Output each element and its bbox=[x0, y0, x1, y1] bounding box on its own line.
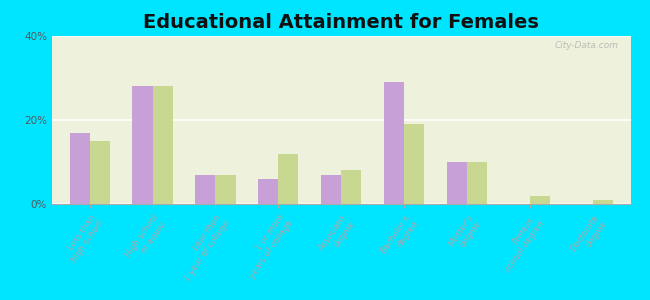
Bar bbox=[278, 154, 298, 204]
Text: City-Data.com: City-Data.com bbox=[555, 41, 619, 50]
Bar bbox=[341, 170, 361, 204]
Bar bbox=[216, 175, 235, 204]
Bar bbox=[196, 175, 216, 204]
Bar bbox=[384, 82, 404, 204]
Bar bbox=[133, 86, 153, 204]
Bar bbox=[153, 86, 173, 204]
Bar bbox=[593, 200, 613, 204]
Bar bbox=[321, 175, 341, 204]
Bar bbox=[70, 133, 90, 204]
Title: Educational Attainment for Females: Educational Attainment for Females bbox=[143, 13, 540, 32]
Bar bbox=[258, 179, 278, 204]
Bar bbox=[447, 162, 467, 204]
Bar bbox=[404, 124, 424, 204]
Bar bbox=[467, 162, 487, 204]
Bar bbox=[530, 196, 550, 204]
Bar bbox=[90, 141, 110, 204]
